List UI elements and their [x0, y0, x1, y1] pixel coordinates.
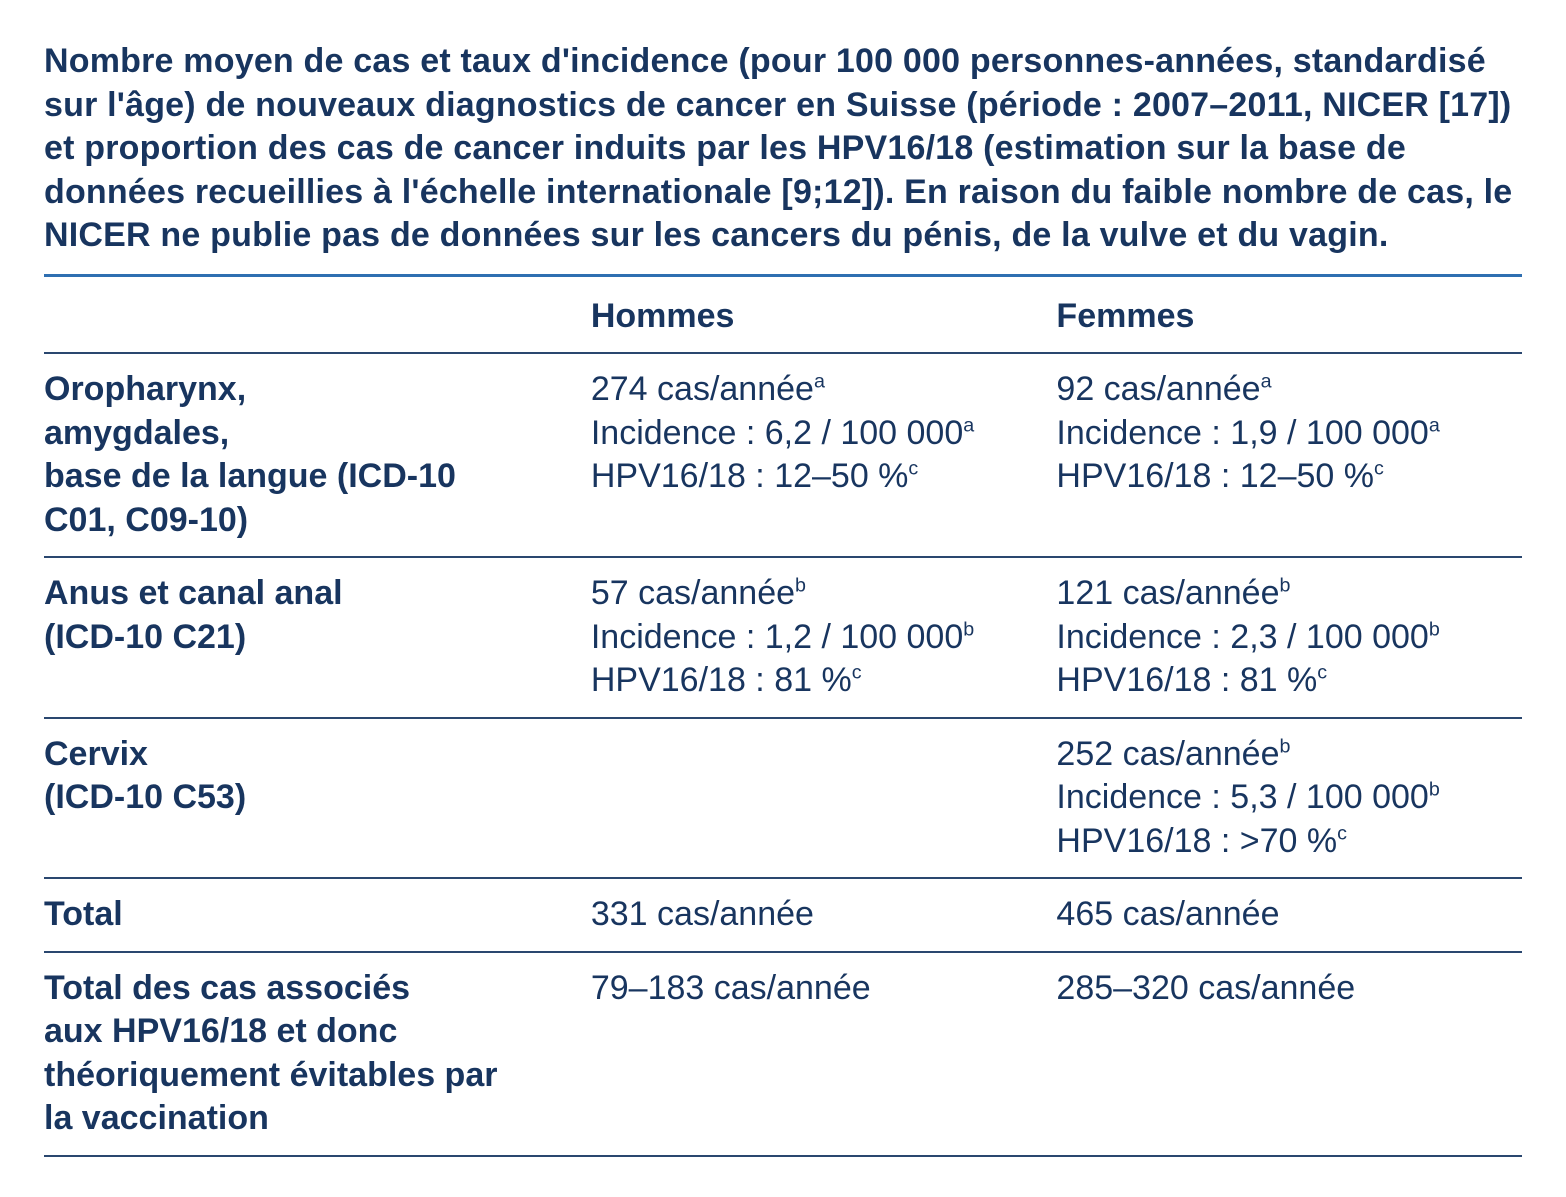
cell-line: HPV16/18 : 81 %c: [591, 659, 1049, 703]
cell-line: 331 cas/année: [591, 893, 1049, 937]
cell-line: Incidence : 6,2 / 100 000a: [591, 412, 1049, 456]
table-cell: [591, 718, 1057, 879]
cell-line: 79–183 cas/année: [591, 967, 1049, 1011]
label-line: aux HPV16/18 et donc: [44, 1010, 583, 1054]
table-header-row: Hommes Femmes: [44, 277, 1522, 354]
label-line: Anus et canal anal: [44, 572, 583, 616]
table-cell: 465 cas/année: [1056, 878, 1522, 952]
row-label: Oropharynx,amygdales,base de la langue (…: [44, 353, 591, 557]
row-label: Total: [44, 878, 591, 952]
cell-line: HPV16/18 : 12–50 %c: [1056, 455, 1514, 499]
cancer-incidence-table: Hommes Femmes Oropharynx,amygdales,base …: [44, 277, 1522, 1157]
label-line: C01, C09-10): [44, 499, 583, 543]
cell-line: Incidence : 1,2 / 100 000b: [591, 616, 1049, 660]
table-caption: Nombre moyen de cas et taux d'incidence …: [44, 40, 1522, 258]
footnote-marker: a: [814, 371, 825, 393]
label-line: base de la langue (ICD-10: [44, 455, 583, 499]
label-line: la vaccination: [44, 1097, 583, 1141]
table-cell: 92 cas/annéeaIncidence : 1,9 / 100 000aH…: [1056, 353, 1522, 557]
footnote-marker: b: [963, 618, 974, 640]
label-line: Oropharynx,: [44, 368, 583, 412]
cell-line: 274 cas/annéea: [591, 368, 1049, 412]
footnote-marker: a: [1429, 414, 1440, 436]
cell-line: Incidence : 2,3 / 100 000b: [1056, 616, 1514, 660]
footnote-marker: c: [852, 662, 862, 684]
label-line: amygdales,: [44, 412, 583, 456]
table-row: Oropharynx,amygdales,base de la langue (…: [44, 353, 1522, 557]
table-cell: 121 cas/annéebIncidence : 2,3 / 100 000b…: [1056, 557, 1522, 718]
table-row: Total331 cas/année465 cas/année: [44, 878, 1522, 952]
cell-line: HPV16/18 : >70 %c: [1056, 820, 1514, 864]
cell-line: 285–320 cas/année: [1056, 967, 1514, 1011]
header-blank: [44, 277, 591, 354]
label-line: Cervix: [44, 733, 583, 777]
cell-line: 92 cas/annéea: [1056, 368, 1514, 412]
footnote-marker: b: [795, 575, 806, 597]
cell-line: 465 cas/année: [1056, 893, 1514, 937]
footnote-marker: b: [1280, 735, 1291, 757]
table-cell: 285–320 cas/année: [1056, 952, 1522, 1156]
footnote-marker: b: [1280, 575, 1291, 597]
table-row: Total des cas associésaux HPV16/18 et do…: [44, 952, 1522, 1156]
table-row: Anus et canal anal(ICD-10 C21)57 cas/ann…: [44, 557, 1522, 718]
header-hommes: Hommes: [591, 277, 1057, 354]
label-line: Total: [44, 893, 583, 937]
footnote-marker: c: [908, 458, 918, 480]
cell-line: Incidence : 5,3 / 100 000b: [1056, 776, 1514, 820]
cell-line: HPV16/18 : 81 %c: [1056, 659, 1514, 703]
table-row: Cervix(ICD-10 C53) 252 cas/annéebIncidenc…: [44, 718, 1522, 879]
footnote-marker: c: [1337, 822, 1347, 844]
footnote-marker: b: [1429, 618, 1440, 640]
header-femmes: Femmes: [1056, 277, 1522, 354]
row-label: Cervix(ICD-10 C53): [44, 718, 591, 879]
table-cell: 252 cas/annéebIncidence : 5,3 / 100 000b…: [1056, 718, 1522, 879]
cell-line: Incidence : 1,9 / 100 000a: [1056, 412, 1514, 456]
cell-line: HPV16/18 : 12–50 %c: [591, 455, 1049, 499]
row-label: Anus et canal anal(ICD-10 C21): [44, 557, 591, 718]
label-line: (ICD-10 C21): [44, 616, 583, 660]
footnote-marker: b: [1429, 779, 1440, 801]
row-label: Total des cas associésaux HPV16/18 et do…: [44, 952, 591, 1156]
cell-line: 57 cas/annéeb: [591, 572, 1049, 616]
table-cell: 274 cas/annéeaIncidence : 6,2 / 100 000a…: [591, 353, 1057, 557]
label-line: (ICD-10 C53): [44, 776, 583, 820]
footnote-marker: a: [963, 414, 974, 436]
table-cell: 331 cas/année: [591, 878, 1057, 952]
cell-line: 252 cas/annéeb: [1056, 733, 1514, 777]
cell-line: 121 cas/annéeb: [1056, 572, 1514, 616]
footnote-marker: a: [1261, 371, 1272, 393]
table-cell: 79–183 cas/année: [591, 952, 1057, 1156]
footnote-marker: c: [1317, 662, 1327, 684]
label-line: Total des cas associés: [44, 967, 583, 1011]
footnote-marker: c: [1374, 458, 1384, 480]
table-cell: 57 cas/annéebIncidence : 1,2 / 100 000bH…: [591, 557, 1057, 718]
label-line: théoriquement évitables par: [44, 1054, 583, 1098]
